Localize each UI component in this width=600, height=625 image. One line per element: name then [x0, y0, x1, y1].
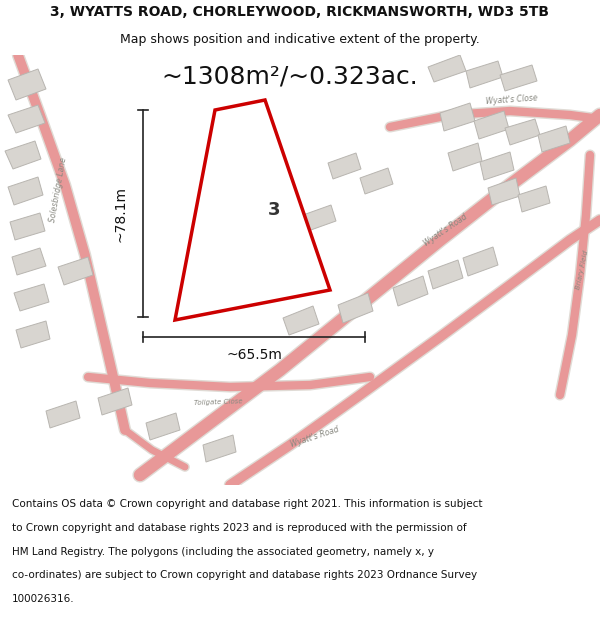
Polygon shape: [8, 69, 46, 100]
Polygon shape: [16, 321, 50, 348]
Polygon shape: [428, 260, 463, 289]
Text: Contains OS data © Crown copyright and database right 2021. This information is : Contains OS data © Crown copyright and d…: [12, 499, 482, 509]
Polygon shape: [518, 186, 550, 212]
Text: 3, WYATTS ROAD, CHORLEYWOOD, RICKMANSWORTH, WD3 5TB: 3, WYATTS ROAD, CHORLEYWOOD, RICKMANSWOR…: [50, 5, 550, 19]
Text: Map shows position and indicative extent of the property.: Map shows position and indicative extent…: [120, 33, 480, 46]
Polygon shape: [283, 306, 319, 335]
Text: Wyatt's Road: Wyatt's Road: [290, 425, 340, 449]
Polygon shape: [146, 413, 180, 440]
Polygon shape: [8, 177, 43, 205]
Polygon shape: [328, 153, 361, 179]
Polygon shape: [440, 103, 475, 131]
Polygon shape: [303, 205, 336, 231]
Text: Tollgate Close: Tollgate Close: [194, 398, 242, 406]
Polygon shape: [98, 388, 132, 415]
Polygon shape: [12, 248, 46, 275]
Polygon shape: [538, 126, 570, 152]
Text: ~78.1m: ~78.1m: [114, 186, 128, 241]
Polygon shape: [58, 257, 93, 285]
Polygon shape: [175, 100, 330, 320]
Text: 3: 3: [268, 201, 281, 219]
Polygon shape: [463, 247, 498, 276]
Polygon shape: [8, 105, 45, 133]
Polygon shape: [500, 65, 537, 91]
Text: Solesbridge Lane: Solesbridge Lane: [48, 157, 68, 223]
Polygon shape: [360, 168, 393, 194]
Text: co-ordinates) are subject to Crown copyright and database rights 2023 Ordnance S: co-ordinates) are subject to Crown copyr…: [12, 571, 477, 581]
Polygon shape: [46, 401, 80, 428]
Polygon shape: [393, 276, 428, 306]
Text: Wyatt's Close: Wyatt's Close: [486, 94, 538, 106]
Text: ~1308m²/~0.323ac.: ~1308m²/~0.323ac.: [161, 65, 418, 89]
Polygon shape: [14, 284, 49, 311]
Polygon shape: [448, 143, 482, 171]
Polygon shape: [488, 178, 520, 205]
Polygon shape: [474, 111, 509, 139]
Text: ~65.5m: ~65.5m: [226, 348, 282, 362]
Polygon shape: [480, 152, 514, 180]
Polygon shape: [505, 119, 540, 145]
Polygon shape: [10, 213, 45, 240]
Text: to Crown copyright and database rights 2023 and is reproduced with the permissio: to Crown copyright and database rights 2…: [12, 522, 467, 532]
Polygon shape: [203, 435, 236, 462]
Text: HM Land Registry. The polygons (including the associated geometry, namely x, y: HM Land Registry. The polygons (includin…: [12, 547, 434, 557]
Polygon shape: [428, 55, 466, 82]
Polygon shape: [5, 141, 41, 169]
Polygon shape: [466, 61, 503, 88]
Polygon shape: [338, 293, 373, 323]
Text: Wyatt's Road: Wyatt's Road: [422, 212, 469, 248]
Text: 100026316.: 100026316.: [12, 594, 74, 604]
Text: Briary Field: Briary Field: [575, 250, 589, 290]
